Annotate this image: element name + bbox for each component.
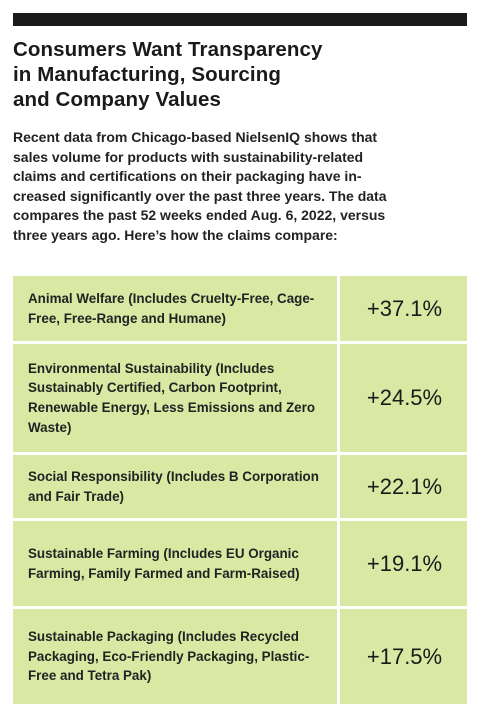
claim-label: Environmental Sustainability (Includes S… — [13, 344, 340, 452]
claim-value: +24.5% — [340, 344, 467, 452]
claim-value: +17.5% — [340, 609, 467, 704]
table-row: Environmental Sustainability (Includes S… — [13, 344, 467, 455]
claim-value: +37.1% — [340, 276, 467, 341]
claims-table: Animal Welfare (Includes Cruelty-Free, C… — [13, 276, 467, 704]
claim-value: +22.1% — [340, 455, 467, 518]
table-row: Social Responsibility (Includes B Corpor… — [13, 455, 467, 521]
claim-label: Sustainable Packaging (Includes Recycled… — [13, 609, 340, 704]
top-rule — [13, 13, 467, 26]
claim-value: +19.1% — [340, 521, 467, 606]
claim-label: Sustainable Farming (Includes EU Organic… — [13, 521, 340, 606]
page-title: Consumers Want Transparency in Manufactu… — [13, 38, 323, 111]
table-row: Sustainable Farming (Includes EU Organic… — [13, 521, 467, 609]
claim-label: Social Responsibility (Includes B Corpor… — [13, 455, 340, 518]
claim-label: Animal Welfare (Includes Cruelty-Free, C… — [13, 276, 340, 341]
intro-text: Recent data from Chicago-based NielsenIQ… — [13, 129, 387, 243]
table-row: Sustainable Packaging (Includes Recycled… — [13, 609, 467, 704]
table-row: Animal Welfare (Includes Cruelty-Free, C… — [13, 276, 467, 344]
